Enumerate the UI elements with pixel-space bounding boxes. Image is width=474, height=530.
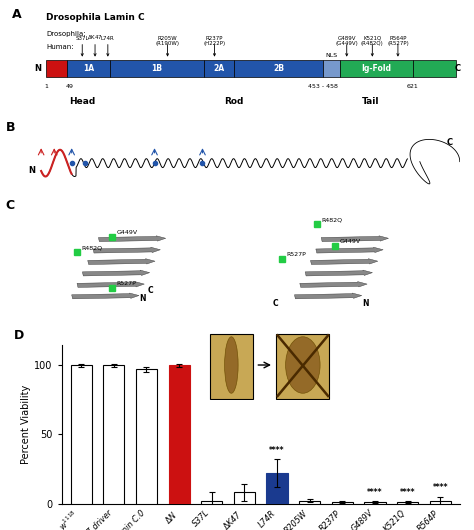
Bar (234, 492, 255, 503)
Text: ****: **** (269, 446, 285, 455)
FancyArrow shape (72, 293, 139, 299)
Bar (365, 502, 385, 503)
Bar (429, 501, 451, 503)
Bar (323, 59, 340, 77)
Y-axis label: Percent Viability: Percent Viability (21, 384, 31, 464)
FancyArrow shape (316, 247, 383, 253)
FancyArrow shape (93, 247, 160, 253)
Text: A: A (12, 8, 21, 21)
Text: C: C (5, 199, 14, 212)
Text: N: N (28, 166, 35, 175)
Bar (168, 365, 190, 504)
Text: NLS: NLS (326, 54, 338, 58)
Text: 621: 621 (407, 84, 419, 89)
Text: 2B: 2B (273, 64, 284, 73)
Text: 1: 1 (44, 84, 48, 89)
Bar (210, 334, 253, 399)
Text: 1B: 1B (151, 64, 163, 73)
FancyArrow shape (99, 236, 166, 242)
Text: $\Delta$K47: $\Delta$K47 (87, 33, 103, 41)
Bar (110, 59, 204, 77)
Text: R564P: R564P (389, 36, 407, 41)
Text: ****: **** (432, 483, 448, 492)
Text: G449V: G449V (339, 240, 361, 244)
Text: R205W: R205W (158, 36, 177, 41)
Text: 453 - 458: 453 - 458 (308, 84, 338, 89)
FancyArrow shape (321, 236, 389, 242)
Text: 2A: 2A (213, 64, 224, 73)
Bar (340, 59, 413, 77)
Text: C: C (447, 138, 453, 147)
Text: (H222P): (H222P) (203, 41, 226, 46)
Text: N: N (34, 64, 41, 73)
Text: R527P: R527P (286, 252, 306, 257)
Text: (R482Q): (R482Q) (361, 41, 383, 46)
Ellipse shape (285, 337, 320, 393)
Text: Rod: Rod (224, 98, 243, 107)
Bar (71, 365, 92, 504)
Text: Drosophila:: Drosophila: (46, 31, 86, 37)
Text: B: B (6, 121, 16, 134)
Text: G449V: G449V (117, 231, 138, 235)
Bar (204, 59, 234, 77)
Text: R482Q: R482Q (81, 246, 102, 251)
Text: L74R: L74R (101, 36, 115, 41)
FancyArrow shape (294, 293, 362, 299)
Bar (234, 59, 323, 77)
Text: 1A: 1A (83, 64, 94, 73)
Text: Human:: Human: (46, 44, 73, 50)
FancyArrow shape (305, 270, 373, 276)
Text: C: C (455, 64, 461, 73)
Text: R527P: R527P (117, 281, 137, 286)
Bar (201, 501, 222, 503)
Text: C: C (273, 299, 278, 308)
Bar (67, 59, 110, 77)
FancyArrow shape (82, 270, 150, 276)
Text: G489V: G489V (337, 36, 356, 41)
Text: R482Q: R482Q (322, 218, 343, 223)
Bar (397, 502, 418, 503)
FancyArrow shape (310, 259, 378, 264)
Text: K521Q: K521Q (363, 36, 382, 41)
FancyArrow shape (300, 281, 367, 287)
Text: N: N (362, 299, 368, 308)
Text: S37L: S37L (75, 36, 89, 41)
Text: Tail: Tail (362, 98, 379, 107)
Bar (276, 334, 329, 399)
Text: 49: 49 (65, 84, 73, 89)
Text: ****: **** (367, 488, 383, 497)
Text: (R527P): (R527P) (387, 41, 409, 46)
Bar (299, 501, 320, 503)
FancyArrow shape (77, 281, 144, 287)
Ellipse shape (225, 337, 238, 393)
Bar (266, 473, 288, 504)
Text: Head: Head (69, 98, 95, 107)
Bar (103, 365, 125, 504)
Bar (413, 59, 456, 77)
Text: (G449V): (G449V) (336, 41, 358, 46)
Bar (332, 502, 353, 503)
Text: ****: **** (400, 488, 415, 497)
Text: N: N (139, 294, 146, 303)
Text: D: D (14, 329, 24, 342)
Text: Drosophila Lamin C: Drosophila Lamin C (46, 13, 145, 22)
Bar (136, 369, 157, 504)
FancyArrow shape (88, 259, 155, 264)
Text: R237P: R237P (206, 36, 223, 41)
Text: C: C (148, 286, 154, 295)
Text: Ig-Fold: Ig-Fold (362, 64, 392, 73)
Bar (46, 59, 67, 77)
Text: (R190W): (R190W) (155, 41, 180, 46)
